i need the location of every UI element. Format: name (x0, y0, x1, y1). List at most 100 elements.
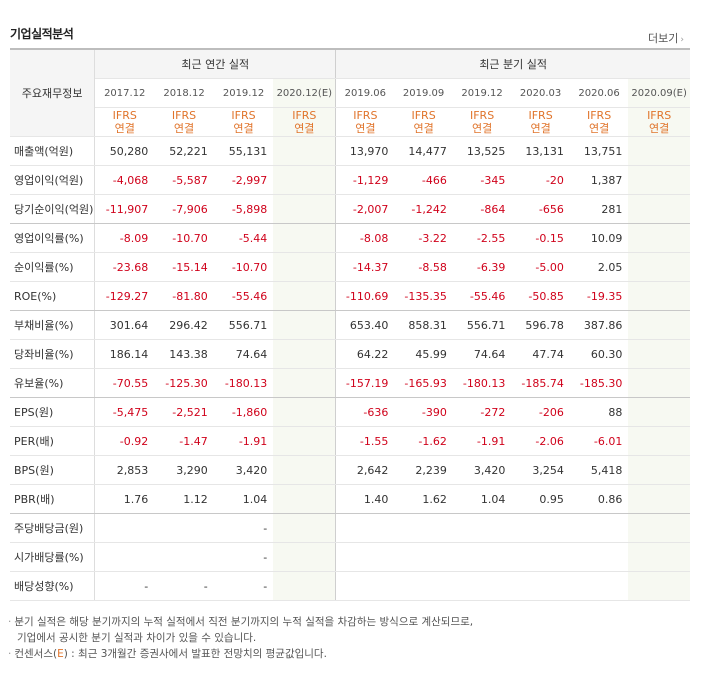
basis-header: IFRS 연결 (273, 107, 336, 137)
value-cell (273, 281, 336, 311)
bullet-icon: · (8, 616, 12, 628)
basis-label: IFRS (528, 109, 553, 122)
value-cell: 0.86 (569, 484, 629, 514)
value-cell (273, 455, 336, 485)
more-link[interactable]: 더보기 › (648, 30, 684, 46)
value-cell (569, 571, 629, 601)
row-label: 당좌비율(%) (10, 339, 96, 369)
value-cell (628, 339, 690, 369)
value-cell: 10.09 (569, 223, 629, 253)
value-cell (154, 542, 214, 572)
value-cell (273, 397, 336, 427)
value-cell (273, 542, 336, 572)
value-cell: -55.46 (213, 281, 274, 311)
value-cell: -110.69 (335, 281, 395, 311)
value-cell: -272 (452, 397, 512, 427)
row-label: 유보율(%) (10, 368, 96, 398)
table-row: 순이익률(%) -23.68 -15.14 -10.70 -14.37 -8.58 -6.3… (10, 252, 690, 282)
period-header: 2017.12 (94, 78, 155, 108)
value-cell (569, 513, 629, 543)
value-cell: -8.58 (394, 252, 453, 282)
value-cell: -5,587 (154, 165, 214, 195)
value-cell (273, 194, 336, 224)
value-cell (628, 542, 690, 572)
value-cell: -6.01 (569, 426, 629, 456)
value-cell: 1.40 (335, 484, 395, 514)
value-cell (511, 513, 570, 543)
value-cell: -135.35 (394, 281, 453, 311)
value-cell (628, 397, 690, 427)
value-cell: -1,242 (394, 194, 453, 224)
value-cell (452, 542, 512, 572)
table-row: 당기순이익(억원) -11,907 -7,906 -5,898 -2,007 -1,242… (10, 194, 690, 224)
value-cell: - (213, 513, 274, 543)
basis-sublabel: 연결 (530, 122, 551, 135)
basis-header: IFRS 연결 (213, 107, 274, 137)
value-cell (273, 223, 336, 253)
value-cell: 88 (569, 397, 629, 427)
value-cell: 281 (569, 194, 629, 224)
value-cell: 13,131 (511, 136, 570, 166)
value-cell: 60.30 (569, 339, 629, 369)
value-cell (628, 455, 690, 485)
value-cell: 2,642 (335, 455, 395, 485)
basis-header: IFRS 연결 (569, 107, 629, 137)
value-cell: -125.30 (154, 368, 214, 398)
value-cell: 653.40 (335, 310, 395, 340)
value-cell: 296.42 (154, 310, 214, 340)
row-label: 주당배당금(원) (10, 513, 96, 543)
value-cell: -6.39 (452, 252, 512, 282)
value-cell (628, 310, 690, 340)
row-label: 영업이익(억원) (10, 165, 96, 195)
period-header: 2019.12 (452, 78, 512, 108)
table-row: 시가배당률(%) - (10, 542, 690, 572)
value-cell (273, 310, 336, 340)
value-cell: -2,521 (154, 397, 214, 427)
value-cell: 3,420 (452, 455, 512, 485)
value-cell (394, 513, 453, 543)
row-label: PBR(배) (10, 484, 96, 514)
value-cell: -5.44 (213, 223, 274, 253)
table-row: 영업이익(억원) -4,068 -5,587 -2,997 -1,129 -466 -345… (10, 165, 690, 195)
value-cell: -180.13 (452, 368, 512, 398)
value-cell: -8.09 (94, 223, 155, 253)
value-cell: -1,860 (213, 397, 274, 427)
value-cell (628, 368, 690, 398)
value-cell: 2,853 (94, 455, 155, 485)
row-label: PER(배) (10, 426, 96, 456)
basis-header: IFRS 연결 (154, 107, 214, 137)
value-cell (154, 513, 214, 543)
value-cell: 1.04 (213, 484, 274, 514)
row-label: 시가배당률(%) (10, 542, 96, 572)
value-cell: -19.35 (569, 281, 629, 311)
value-cell (273, 571, 336, 601)
value-cell (628, 136, 690, 166)
basis-sublabel: 연결 (649, 122, 670, 135)
value-cell (628, 484, 690, 514)
basis-label: IFRS (586, 109, 612, 122)
period-header: 2020.06 (569, 78, 629, 108)
value-cell (452, 513, 512, 543)
row-label: ROE(%) (10, 281, 96, 311)
value-cell: 47.74 (511, 339, 570, 369)
value-cell: -5.00 (511, 252, 570, 282)
value-cell: -165.93 (394, 368, 453, 398)
table-row: PBR(배) 1.76 1.12 1.04 1.40 1.62 1.04 0.95 0.86 (10, 484, 690, 514)
value-cell: 387.86 (569, 310, 629, 340)
value-cell (335, 571, 395, 601)
period-header: 2019.12 (213, 78, 274, 108)
value-cell (273, 165, 336, 195)
value-cell: 1.62 (394, 484, 453, 514)
value-cell: -1.91 (213, 426, 274, 456)
footnote-2: · 컨센서스(E) : 최근 3개월간 증권사에서 발표한 전망치의 평균값입니다… (8, 648, 327, 660)
row-label: 배당성향(%) (10, 571, 96, 601)
value-cell: -2,007 (335, 194, 395, 224)
value-cell: -0.92 (94, 426, 155, 456)
value-cell: -81.80 (154, 281, 214, 311)
value-cell: -0.15 (511, 223, 570, 253)
basis-header: IFRS 연결 (94, 107, 155, 137)
value-cell: 2.05 (569, 252, 629, 282)
value-cell: 556.71 (213, 310, 274, 340)
value-cell: -20 (511, 165, 570, 195)
table-row: ROE(%) -129.27 -81.80 -55.46 -110.69 -135.35-… (10, 281, 690, 311)
